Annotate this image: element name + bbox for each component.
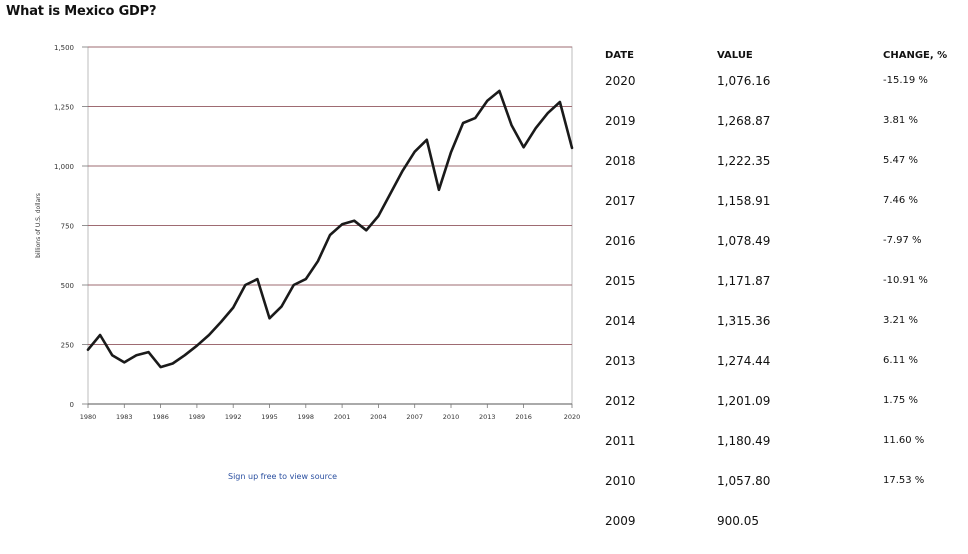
table-row: 2009 900.05	[600, 514, 968, 554]
table-row: 2011 1,180.49 11.60 %	[600, 434, 968, 474]
cell-value: 1,274.44	[717, 354, 771, 368]
cell-value: 1,222.35	[717, 154, 771, 168]
cell-value: 1,268.87	[717, 114, 771, 128]
x-tick-label: 2020	[564, 413, 581, 421]
x-tick-label: 2010	[443, 413, 460, 421]
table-row: 2012 1,201.09 1.75 %	[600, 394, 968, 434]
cell-date: 2019	[605, 114, 636, 128]
cell-change: 1.75 %	[883, 395, 918, 406]
cell-change: 6.11 %	[883, 355, 918, 366]
cell-date: 2018	[605, 154, 636, 168]
table-row: 2018 1,222.35 5.47 %	[600, 154, 968, 194]
cell-value: 1,057.80	[717, 474, 771, 488]
table-row: 2016 1,078.49 -7.97 %	[600, 234, 968, 274]
x-tick-label: 1992	[225, 413, 242, 421]
header-change: CHANGE, %	[883, 50, 948, 61]
table-row: 2013 1,274.44 6.11 %	[600, 354, 968, 394]
source-link[interactable]: Sign up free to view source	[228, 472, 338, 481]
cell-change: -10.91 %	[883, 275, 928, 286]
cell-value: 1,171.87	[717, 274, 771, 288]
x-tick-label: 2007	[406, 413, 423, 421]
header-date: DATE	[605, 50, 634, 61]
x-tick-label: 1995	[261, 413, 278, 421]
x-tick-label: 1980	[80, 413, 97, 421]
gdp-table: DATE VALUE CHANGE, % 2020 1,076.16 -15.19 …	[600, 50, 968, 554]
cell-date: 2016	[605, 234, 636, 248]
table-body: 2020 1,076.16 -15.19 % 2019 1,268.87 3.81 % 20…	[600, 74, 968, 554]
x-tick-label: 2016	[515, 413, 532, 421]
cell-change: -7.97 %	[883, 235, 922, 246]
gdp-chart: 0 250 500 750 1,000 1,250 1,500 1980 1983 1986 198…	[0, 30, 590, 481]
cell-date: 2015	[605, 274, 636, 288]
table-header: DATE VALUE CHANGE, %	[600, 50, 968, 74]
x-tick-label: 1989	[189, 413, 206, 421]
x-tick-label: 1998	[298, 413, 315, 421]
cell-date: 2014	[605, 314, 636, 328]
cell-value: 1,201.09	[717, 394, 771, 408]
cell-date: 2012	[605, 394, 636, 408]
cell-date: 2013	[605, 354, 636, 368]
y-tick-label: 250	[61, 342, 74, 350]
y-tick-label: 750	[61, 223, 74, 231]
y-tick-label: 500	[61, 282, 74, 290]
table-row: 2019 1,268.87 3.81 %	[600, 114, 968, 154]
cell-date: 2009	[605, 514, 636, 528]
cell-value: 1,315.36	[717, 314, 771, 328]
cell-change: 3.21 %	[883, 315, 918, 326]
x-tick-label: 2004	[370, 413, 387, 421]
x-tick-label: 1986	[152, 413, 169, 421]
x-tick-label: 2013	[479, 413, 496, 421]
table-row: 2020 1,076.16 -15.19 %	[600, 74, 968, 114]
table-row: 2015 1,171.87 -10.91 %	[600, 274, 968, 314]
cell-value: 1,076.16	[717, 74, 771, 88]
cell-change: 3.81 %	[883, 115, 918, 126]
x-tick-label: 1983	[116, 413, 133, 421]
cell-date: 2020	[605, 74, 636, 88]
cell-value: 900.05	[717, 514, 759, 528]
table-row: 2017 1,158.91 7.46 %	[600, 194, 968, 234]
cell-date: 2017	[605, 194, 636, 208]
cell-change: 17.53 %	[883, 475, 925, 486]
cell-value: 1,078.49	[717, 234, 771, 248]
page-title: What is Mexico GDP?	[6, 4, 157, 19]
cell-value: 1,180.49	[717, 434, 771, 448]
x-tick-label: 2001	[334, 413, 351, 421]
cell-date: 2011	[605, 434, 636, 448]
gdp-line-chart: 0 250 500 750 1,000 1,250 1,500 1980 1983 1986 198…	[35, 44, 581, 421]
table-row: 2010 1,057.80 17.53 %	[600, 474, 968, 514]
cell-change: 7.46 %	[883, 195, 918, 206]
y-tick-label: 1,000	[54, 163, 74, 171]
y-axis-label: billions of U.S. dollars	[35, 193, 42, 258]
header-value: VALUE	[717, 50, 753, 61]
table-row: 2014 1,315.36 3.21 %	[600, 314, 968, 354]
cell-change: 11.60 %	[883, 435, 925, 446]
cell-value: 1,158.91	[717, 194, 771, 208]
series-line	[86, 89, 574, 369]
cell-date: 2010	[605, 474, 636, 488]
y-tick-label: 0	[70, 401, 74, 409]
cell-change: 5.47 %	[883, 155, 918, 166]
cell-change: -15.19 %	[883, 75, 928, 86]
y-tick-label: 1,250	[54, 104, 74, 112]
y-tick-label: 1,500	[54, 44, 74, 52]
